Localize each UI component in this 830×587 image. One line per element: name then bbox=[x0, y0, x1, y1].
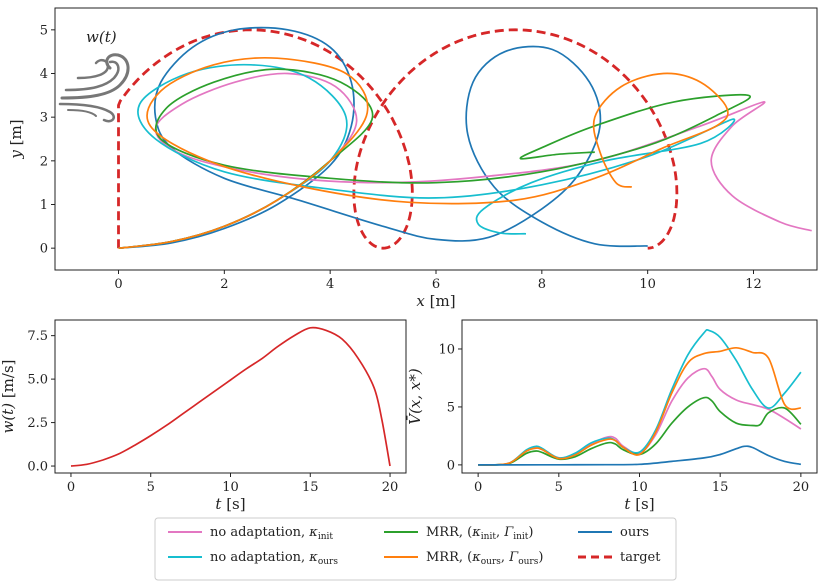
x-tick-label: 5 bbox=[147, 480, 155, 495]
legend-label: no adaptation, κinit bbox=[210, 525, 333, 542]
series-trajectory-target bbox=[117, 28, 679, 250]
y-tick-label: 5 bbox=[40, 23, 48, 38]
series-lyapunov-mrr_ours bbox=[478, 346, 802, 466]
x-tick-label: 20 bbox=[382, 480, 399, 495]
wind-icon bbox=[58, 53, 130, 123]
series-trajectory-no_adapt_init bbox=[118, 72, 812, 250]
legend-label: ours bbox=[620, 525, 649, 540]
y-tick-label: 2 bbox=[40, 154, 48, 169]
legend-frame bbox=[154, 517, 677, 581]
y-tick-label: 0 bbox=[447, 458, 455, 473]
y-axis-label: w(t) [m/s] bbox=[0, 359, 17, 433]
y-axis-label: y [m] bbox=[7, 119, 25, 159]
x-tick-label: 2 bbox=[220, 277, 228, 292]
x-axis-label: t [s] bbox=[215, 495, 245, 513]
y-tick-label: 5 bbox=[447, 400, 455, 415]
legend-label: target bbox=[620, 550, 661, 565]
axes-frame bbox=[54, 319, 407, 474]
x-tick-label: 5 bbox=[555, 480, 563, 495]
x-tick-label: 10 bbox=[639, 277, 656, 292]
x-axis-label: t [s] bbox=[624, 495, 654, 513]
wind-label: w(t) bbox=[86, 28, 117, 46]
y-axis-label: V̄(x, x*) bbox=[406, 368, 424, 425]
x-tick-label: 10 bbox=[222, 480, 239, 495]
y-tick-label: 3 bbox=[40, 111, 48, 126]
series-lyapunov-no_adapt_ours bbox=[478, 328, 802, 466]
y-tick-label: 0.0 bbox=[27, 460, 48, 475]
y-tick-label: 0 bbox=[40, 242, 48, 257]
y-tick-label: 5.0 bbox=[27, 373, 48, 388]
series-wind-wind bbox=[70, 326, 391, 467]
y-tick-label: 7.5 bbox=[27, 329, 48, 344]
axes-frame bbox=[461, 319, 818, 474]
legend-label: no adaptation, κours bbox=[210, 550, 338, 567]
x-tick-label: 15 bbox=[712, 480, 729, 495]
x-tick-label: 12 bbox=[745, 277, 762, 292]
x-tick-label: 10 bbox=[631, 480, 648, 495]
series-lyapunov-ours bbox=[478, 445, 802, 466]
y-tick-label: 2.5 bbox=[27, 416, 48, 431]
series-trajectory-mrr_ours bbox=[118, 56, 729, 250]
x-tick-label: 6 bbox=[432, 277, 440, 292]
wind-plot: 0 5 10 15 20 0.0 2.5 5.0 7.5 t [s] w(t) [m/s] bbox=[0, 319, 407, 513]
legend-label: MRR, (κours, Γours) bbox=[426, 550, 543, 567]
x-tick-label: 0 bbox=[474, 480, 482, 495]
y-tick-label: 1 bbox=[40, 198, 48, 213]
axes-frame bbox=[54, 7, 818, 271]
x-tick-label: 4 bbox=[326, 277, 334, 292]
series-trajectory-no_adapt_ours bbox=[118, 63, 736, 250]
legend: no adaptation, κinit no adaptation, κours… bbox=[154, 517, 677, 581]
y-tick-label: 4 bbox=[40, 67, 48, 82]
series-trajectory-mrr_init bbox=[118, 68, 751, 250]
x-axis-label: x [m] bbox=[416, 292, 455, 310]
x-tick-label: 0 bbox=[67, 480, 75, 495]
y-tick-label: 10 bbox=[438, 342, 455, 357]
x-tick-label: 0 bbox=[114, 277, 122, 292]
legend-label: MRR, (κinit, Γinit) bbox=[426, 525, 533, 542]
x-tick-label: 15 bbox=[302, 480, 319, 495]
series-trajectory-ours bbox=[118, 26, 648, 250]
x-tick-label: 8 bbox=[538, 277, 546, 292]
x-tick-label: 20 bbox=[793, 480, 810, 495]
